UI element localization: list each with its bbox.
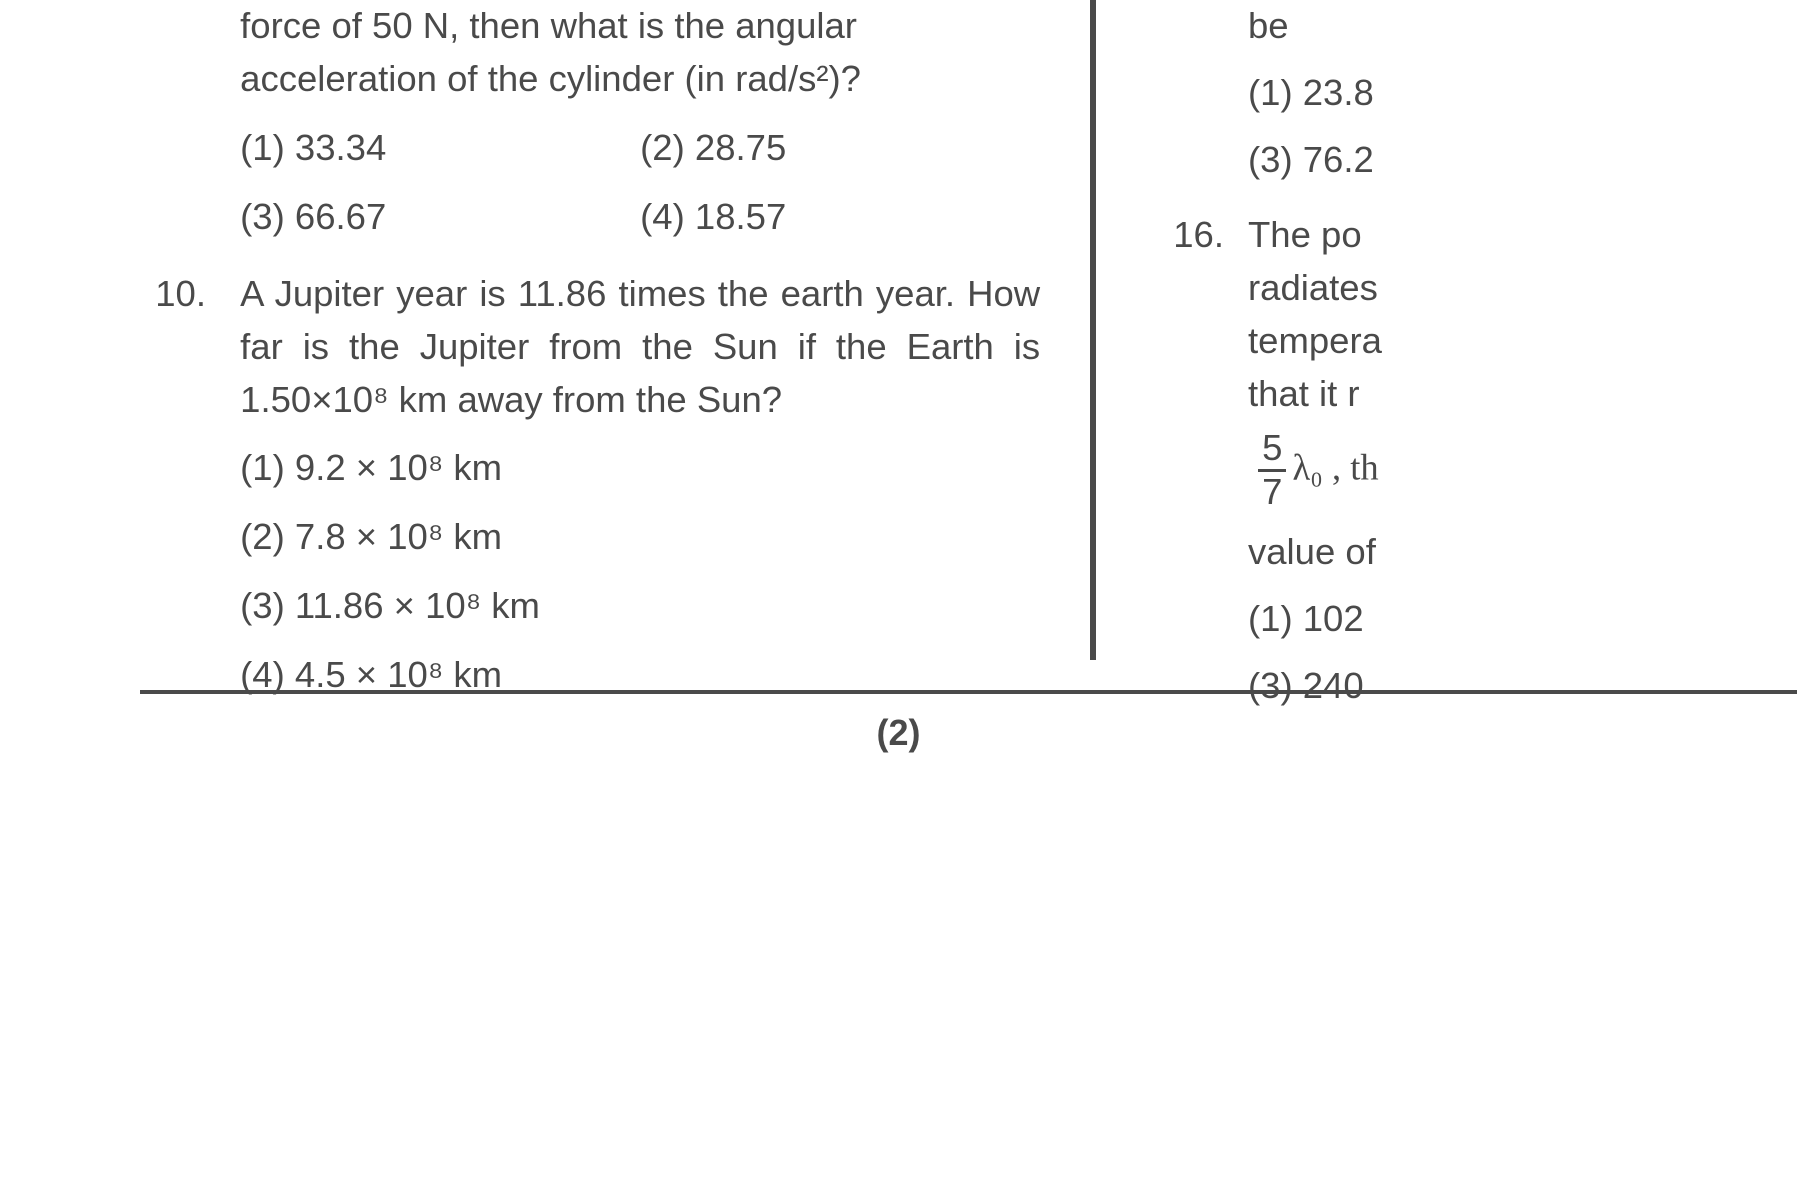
q16-l6: value of <box>1160 526 1797 579</box>
q15-opt1: (1) 23.8 <box>1160 67 1797 120</box>
q9-fragment: force of 50 N, then what is the angular … <box>140 0 1080 244</box>
q16-l3: tempera <box>1160 315 1797 368</box>
q10-opt1: (1) 9.2 × 10⁸ km <box>240 442 1040 495</box>
q15-opt3: (3) 76.2 <box>1160 134 1797 187</box>
q15-be: be <box>1160 0 1797 53</box>
q10-number: 10. <box>140 268 230 321</box>
q10-text: A Jupiter year is 11.86 times the earth … <box>240 273 1040 420</box>
q9-opt3: (3) 66.67 <box>240 191 640 244</box>
q9-line1: force of 50 N, then what is the angular <box>240 5 857 46</box>
page: force of 50 N, then what is the angular … <box>0 0 1797 1200</box>
q10-body: A Jupiter year is 11.86 times the earth … <box>240 268 1040 702</box>
page-number: (2) <box>0 712 1797 754</box>
q16-opt1: (1) 102 <box>1160 593 1797 646</box>
column-divider <box>1090 0 1096 660</box>
footer-rule <box>140 690 1797 694</box>
q16-l2: radiates <box>1160 262 1797 315</box>
left-column: force of 50 N, then what is the angular … <box>140 0 1080 702</box>
q10-options: (1) 9.2 × 10⁸ km (2) 7.8 × 10⁸ km (3) 11… <box>240 442 1040 702</box>
q16-l1: 16.The po <box>1160 209 1797 262</box>
q10-opt3: (3) 11.86 × 10⁸ km <box>240 580 1040 633</box>
q9-opt1: (1) 33.34 <box>240 122 640 175</box>
q9-line2: acceleration of the cylinder (in rad/s²)… <box>240 58 861 99</box>
q9-opt2: (2) 28.75 <box>640 122 1040 175</box>
fraction-5-7: 5 7 <box>1258 430 1286 510</box>
q16-l5: 5 7 λ₀ , th <box>1160 430 1797 510</box>
q16-opt3: (3) 240 <box>1160 660 1797 713</box>
q15-fragment: be (1) 23.8 (3) 76.2 <box>1160 0 1797 187</box>
lambda-text: λ₀ , th <box>1292 447 1378 488</box>
q16-fragment: 16.The po radiates tempera that it r 5 7… <box>1160 209 1797 713</box>
right-column: be (1) 23.8 (3) 76.2 16.The po radiates … <box>1160 0 1797 713</box>
q9-options: (1) 33.34 (2) 28.75 (3) 66.67 (4) 18.57 <box>240 122 1040 244</box>
q9-opt4: (4) 18.57 <box>640 191 1040 244</box>
q9-body: force of 50 N, then what is the angular … <box>240 0 1040 244</box>
q10: 10. A Jupiter year is 11.86 times the ea… <box>140 268 1080 702</box>
q10-opt2: (2) 7.8 × 10⁸ km <box>240 511 1040 564</box>
q10-opt4: (4) 4.5 × 10⁸ km <box>240 649 1040 702</box>
q16-l4: that it r <box>1160 368 1797 421</box>
